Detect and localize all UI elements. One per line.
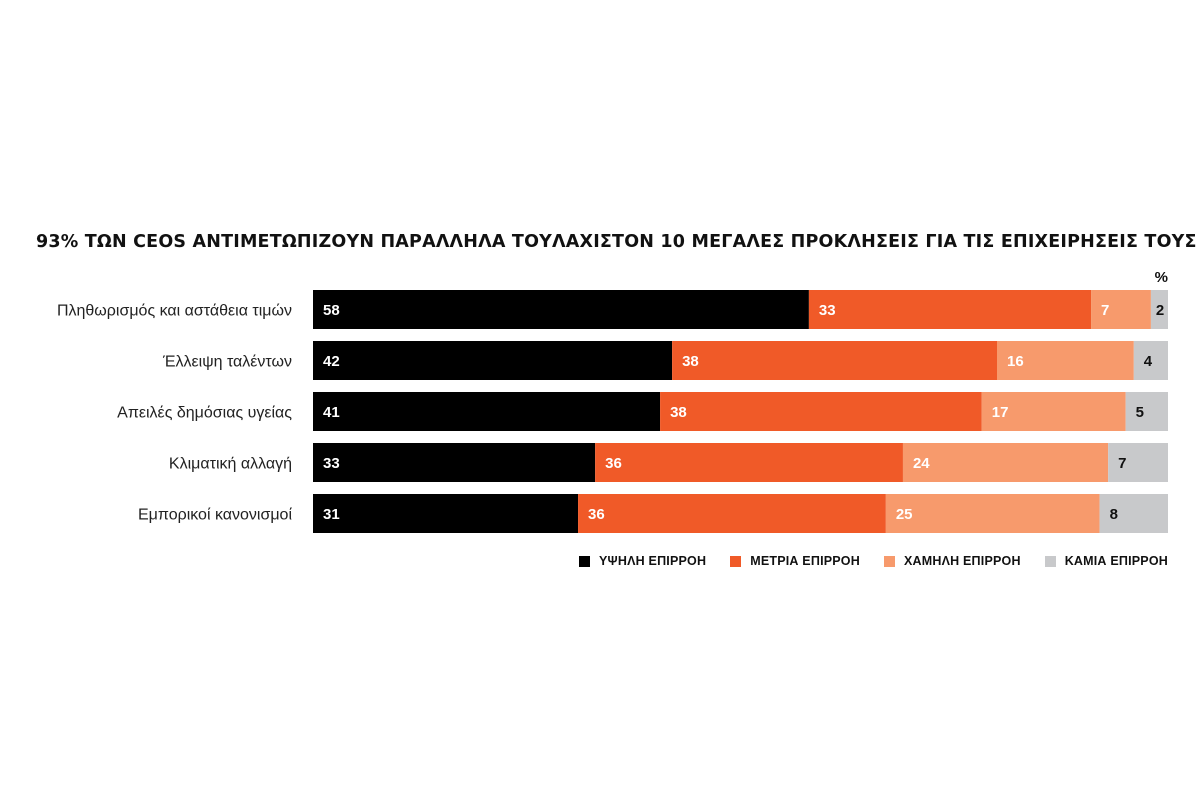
bars: 58 33 7 2 42 38 16 4 41 38 17 5 33 36 24 7 31 36 25 8 <box>313 290 1168 533</box>
legend-item-high: ΥΨΗΛΗ ΕΠΙΡΡΟΗ <box>579 554 706 568</box>
chart-title: 93% ΤΩΝ CEOS ΑΝΤΙΜΕΤΩΠΙΖΟΥΝ ΠΑΡΑΛΛΗΛΑ ΤΟ… <box>36 232 1197 252</box>
bar-segment-high <box>313 290 809 329</box>
data-label-none: 5 <box>1136 404 1144 421</box>
bar-segment-none <box>1133 341 1168 380</box>
bar-segment-low <box>997 341 1134 380</box>
bar-segment-low <box>885 494 1100 533</box>
data-label-medium: 38 <box>670 404 687 421</box>
legend-item-medium: ΜΕΤΡΙΑ ΕΠΙΡΡΟΗ <box>730 554 860 568</box>
bar-segment-none <box>1108 443 1168 482</box>
data-label-none: 8 <box>1110 506 1118 523</box>
unit-label: % <box>1154 269 1168 286</box>
bar-segment-none <box>1150 290 1168 329</box>
category-label: Πληθωρισμός και αστάθεια τιμών <box>57 303 292 320</box>
data-label-none: 7 <box>1118 455 1126 472</box>
bar-segment-high <box>313 341 673 380</box>
legend-label-medium: ΜΕΤΡΙΑ ΕΠΙΡΡΟΗ <box>750 554 860 568</box>
category-label: Έλλειψη ταλέντων <box>162 354 292 371</box>
category-label: Απειλές δημόσιας υγείας <box>117 405 292 422</box>
legend-swatch-medium <box>730 555 742 567</box>
bar-segment-low <box>981 392 1126 431</box>
legend-item-low: ΧΑΜΗΛΗ ΕΠΙΡΡΟΗ <box>883 554 1021 568</box>
bar-segment-none <box>1099 494 1168 533</box>
legend-label-high: ΥΨΗΛΗ ΕΠΙΡΡΟΗ <box>599 554 707 568</box>
legend: ΥΨΗΛΗ ΕΠΙΡΡΟΗ ΜΕΤΡΙΑ ΕΠΙΡΡΟΗ ΧΑΜΗΛΗ ΕΠΙΡ… <box>579 552 1168 570</box>
data-label-low: 25 <box>896 506 913 523</box>
bar-segment-medium <box>808 290 1092 329</box>
data-label-medium: 38 <box>682 353 699 370</box>
legend-swatch-none <box>1044 555 1056 567</box>
data-label-low: 16 <box>1007 353 1024 370</box>
bar-segment-high <box>313 392 661 431</box>
legend-swatch-low <box>883 555 895 567</box>
data-label-medium: 36 <box>588 506 605 523</box>
data-label-low: 24 <box>913 455 930 472</box>
bar-segment-low <box>902 443 1109 482</box>
data-label-none: 4 <box>1144 353 1153 370</box>
category-labels: Πληθωρισμός και αστάθεια τιμών Έλλειψη τα… <box>57 303 292 524</box>
legend-swatch-high <box>579 555 591 567</box>
legend-label-low: ΧΑΜΗΛΗ ΕΠΙΡΡΟΗ <box>903 554 1021 568</box>
bar-segment-medium <box>672 341 997 380</box>
data-label-medium: 36 <box>605 455 622 472</box>
legend-label-none: ΚΑΜΙΑ ΕΠΙΡΡΟΗ <box>1064 554 1168 568</box>
bar-segment-high <box>313 443 596 482</box>
bar-segment-low <box>1091 290 1151 329</box>
data-label-high: 58 <box>323 302 340 319</box>
bar-segment-high <box>313 494 579 533</box>
legend-item-none: ΚΑΜΙΑ ΕΠΙΡΡΟΗ <box>1044 554 1168 568</box>
data-label-high: 33 <box>323 455 340 472</box>
bar-segment-none <box>1125 392 1168 431</box>
data-label-none: 2 <box>1156 302 1164 319</box>
category-label: Εμπορικοί κανονισμοί <box>138 507 292 524</box>
data-label-high: 41 <box>323 404 340 421</box>
data-label-high: 31 <box>323 506 340 523</box>
data-label-low: 17 <box>992 404 1009 421</box>
bar-segment-medium <box>595 443 903 482</box>
category-label: Κλιματική αλλαγή <box>169 456 292 473</box>
data-label-medium: 33 <box>819 302 836 319</box>
bar-segment-medium <box>660 392 982 431</box>
bar-segment-medium <box>578 494 886 533</box>
data-label-high: 42 <box>323 353 340 370</box>
data-label-low: 7 <box>1101 302 1109 319</box>
